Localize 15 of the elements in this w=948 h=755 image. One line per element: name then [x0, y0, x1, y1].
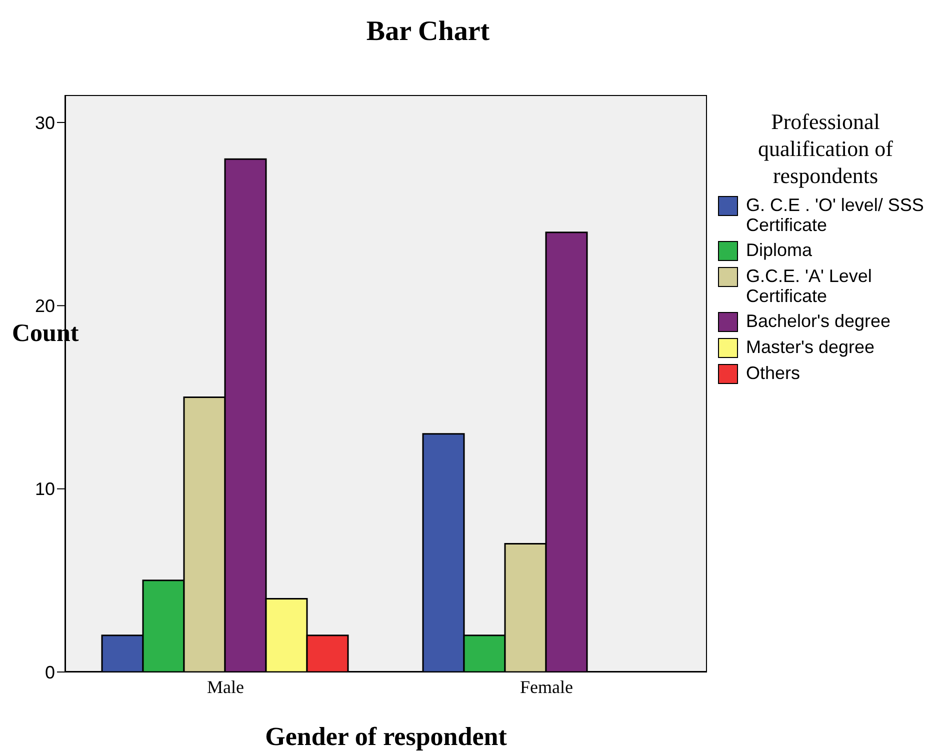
legend-label: Diploma: [746, 240, 812, 260]
legend-label: G. C.E . 'O' level/ SSS Certificate: [746, 195, 925, 235]
chart-title: Bar Chart: [365, 16, 491, 48]
legend-label: Bachelor's degree: [746, 311, 891, 331]
legend-title: Professional qualification of respondents: [756, 108, 894, 189]
x-axis-title: Gender of respondent: [264, 722, 508, 752]
legend-label: Master's degree: [746, 337, 874, 357]
legend-label: Others: [746, 363, 800, 383]
y-tick-label: 0: [44, 662, 55, 682]
legend-label: G.C.E. 'A' Level Certificate: [746, 266, 873, 306]
y-tick-label: 30: [34, 112, 55, 133]
y-tick-label: 20: [34, 296, 55, 316]
x-tick-label: Male: [207, 676, 244, 697]
x-tick-label: Female: [520, 676, 573, 697]
y-tick-label: 10: [34, 479, 55, 500]
